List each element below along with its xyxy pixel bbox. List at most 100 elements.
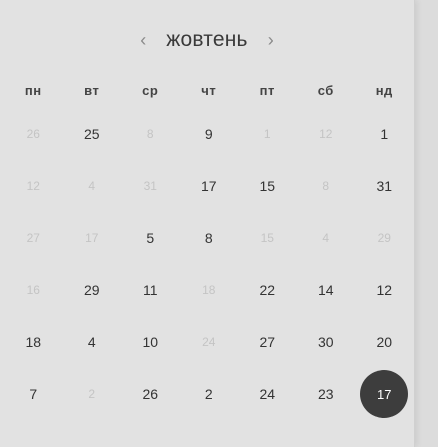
calendar-day-number: 22 — [259, 282, 276, 298]
calendar-day[interactable]: 12 — [4, 160, 63, 212]
calendar-day-number: 23 — [317, 386, 334, 402]
weekday-label-sun: нд — [375, 82, 393, 98]
calendar-day-number: 11 — [142, 282, 158, 298]
calendar-day[interactable]: 17 — [63, 212, 122, 264]
calendar-day-number: 29 — [377, 231, 391, 245]
calendar-day[interactable]: 4 — [297, 212, 356, 264]
calendar-day-number: 8 — [204, 230, 213, 246]
calendar-day-number: 7 — [29, 386, 38, 402]
calendar-day-number: 4 — [322, 231, 330, 245]
calendar-day[interactable]: 24 — [238, 368, 297, 420]
calendar-day[interactable]: 24 — [180, 316, 239, 368]
calendar-day-number: 31 — [143, 179, 157, 193]
calendar-day[interactable]: 17 — [180, 160, 239, 212]
calendar-day-number: 30 — [317, 334, 334, 350]
calendar-day-number: 2 — [204, 386, 213, 402]
weekday-label-mon: пн — [24, 82, 42, 98]
next-month-chevron-icon[interactable]: › — [267, 30, 274, 50]
calendar-day[interactable]: 31 — [121, 160, 180, 212]
month-title: жовтень — [166, 28, 248, 51]
calendar-week-row: 16 29 11 18 22 14 12 — [4, 264, 414, 316]
calendar-day-number: 18 — [202, 283, 216, 297]
calendar-weeks: 26 25 8 9 1 12 1 12 4 31 17 15 8 31 27 17 5 8 15 4 29 16 29 11 1… — [4, 108, 414, 420]
calendar-day[interactable]: 10 — [121, 316, 180, 368]
calendar-day[interactable]: 16 — [4, 264, 63, 316]
calendar-day[interactable]: 12 — [355, 264, 414, 316]
calendar-day[interactable]: 20 — [355, 316, 414, 368]
calendar-panel: ‹ жовтень › пн вт ср чт пт сб нд 26 25 8 9 1… — [0, 26, 414, 420]
calendar-day[interactable]: 1 — [355, 108, 414, 160]
weekday-label-thu: чт — [201, 82, 217, 98]
calendar-day[interactable]: 23 — [297, 368, 356, 420]
calendar-day[interactable]: 22 — [238, 264, 297, 316]
calendar-week-row: 7 2 26 2 24 23 17 — [4, 368, 414, 420]
calendar-week-row: 27 17 5 8 15 4 29 — [4, 212, 414, 264]
calendar-day[interactable]: 2 — [63, 368, 122, 420]
calendar-day-number: 17 — [360, 370, 409, 418]
calendar-day-number: 27 — [259, 334, 276, 350]
calendar-week-row: 26 25 8 9 1 12 1 — [4, 108, 414, 160]
calendar-day[interactable]: 5 — [121, 212, 180, 264]
calendar-day[interactable]: 7 — [4, 368, 63, 420]
calendar-day[interactable]: 15 — [238, 212, 297, 264]
weekday-header-row: пн вт ср чт пт сб нд — [4, 72, 414, 108]
calendar-day-number: 24 — [259, 386, 276, 402]
calendar-grid: пн вт ср чт пт сб нд 26 25 8 9 1 12 1 12 4 31 17 15… — [4, 72, 414, 420]
calendar-day[interactable]: 12 — [297, 108, 356, 160]
calendar-day-number: 17 — [85, 231, 99, 245]
calendar-day-selected[interactable]: 17 — [355, 368, 414, 420]
calendar-day[interactable]: 8 — [297, 160, 356, 212]
calendar-day-number: 8 — [146, 127, 154, 141]
calendar-day[interactable]: 2 — [180, 368, 239, 420]
calendar-day[interactable]: 15 — [238, 160, 297, 212]
calendar-day[interactable]: 30 — [297, 316, 356, 368]
calendar-day-number: 24 — [202, 335, 216, 349]
calendar-day-number: 4 — [87, 334, 96, 350]
calendar-day[interactable]: 14 — [297, 264, 356, 316]
calendar-day[interactable]: 26 — [4, 108, 63, 160]
calendar-day[interactable]: 26 — [121, 368, 180, 420]
calendar-day-number: 16 — [26, 283, 40, 297]
calendar-week-row: 12 4 31 17 15 8 31 — [4, 160, 414, 212]
calendar-day[interactable]: 29 — [355, 212, 414, 264]
calendar-day-number: 15 — [259, 178, 276, 194]
calendar-day[interactable]: 29 — [63, 264, 122, 316]
calendar-day[interactable]: 27 — [4, 212, 63, 264]
calendar-day-number: 10 — [142, 334, 159, 350]
calendar-day-number: 17 — [200, 178, 217, 194]
calendar-day[interactable]: 27 — [238, 316, 297, 368]
calendar-day-number: 18 — [25, 334, 42, 350]
calendar-day-number: 12 — [319, 127, 333, 141]
calendar-week-row: 18 4 10 24 27 30 20 — [4, 316, 414, 368]
calendar-day[interactable]: 4 — [63, 160, 122, 212]
calendar-day[interactable]: 18 — [180, 264, 239, 316]
weekday-label-wed: ср — [142, 82, 159, 98]
calendar-day[interactable]: 1 — [238, 108, 297, 160]
prev-month-chevron-icon[interactable]: ‹ — [140, 30, 147, 50]
weekday-label-tue: вт — [84, 82, 100, 98]
calendar-day[interactable]: 25 — [63, 108, 122, 160]
calendar-header: ‹ жовтень › — [0, 26, 414, 54]
calendar-day-number: 9 — [204, 126, 213, 142]
calendar-day-number: 26 — [26, 127, 40, 141]
calendar-day-number: 15 — [260, 231, 274, 245]
calendar-day[interactable]: 8 — [121, 108, 180, 160]
calendar-day-number: 27 — [26, 231, 40, 245]
calendar-day-number: 5 — [146, 230, 155, 246]
calendar-day[interactable]: 9 — [180, 108, 239, 160]
calendar-day-number: 2 — [88, 387, 96, 401]
weekday-label-sat: сб — [317, 82, 334, 98]
calendar-day-number: 4 — [88, 179, 96, 193]
calendar-day[interactable]: 11 — [121, 264, 180, 316]
weekday-label-fri: пт — [259, 82, 275, 98]
calendar-day-number: 20 — [376, 334, 393, 350]
calendar-day-number: 1 — [263, 127, 271, 141]
calendar-day[interactable]: 8 — [180, 212, 239, 264]
calendar-day-number: 26 — [142, 386, 159, 402]
calendar-day[interactable]: 31 — [355, 160, 414, 212]
calendar-day-number: 25 — [83, 126, 100, 142]
calendar-day[interactable]: 4 — [63, 316, 122, 368]
calendar-day-number: 8 — [322, 179, 330, 193]
calendar-day-number: 12 — [26, 179, 40, 193]
calendar-day[interactable]: 18 — [4, 316, 63, 368]
